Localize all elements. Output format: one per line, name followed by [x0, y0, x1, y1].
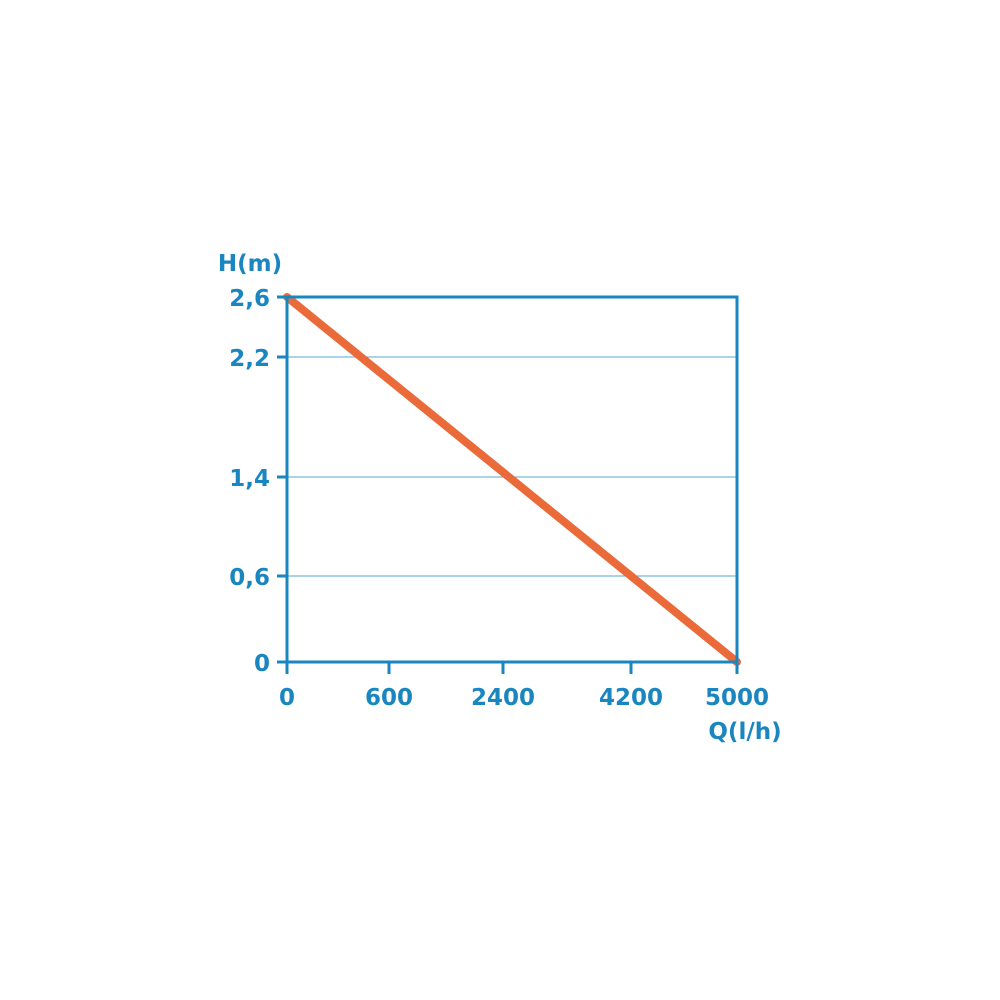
x-tick-labels: 0 600 2400 4200 5000: [279, 685, 769, 711]
series-layer: [283, 293, 741, 666]
y-tick-label: 0: [254, 651, 270, 677]
performance-line: [283, 293, 741, 666]
y-tick-label: 0,6: [229, 565, 270, 591]
plot-frame: [285, 295, 739, 664]
y-tick-label: 1,4: [229, 466, 270, 492]
plot-border: [285, 295, 739, 664]
x-axis-title: Q(l/h): [708, 719, 781, 745]
y-tick-label: 2,6: [229, 286, 270, 312]
y-tick-labels: 0 0,6 1,4 2,2 2,6: [229, 286, 270, 677]
x-tick-label: 2400: [471, 685, 535, 711]
x-tick-label: 5000: [705, 685, 769, 711]
grid-lines: [287, 356, 737, 577]
x-tick-label: 4200: [599, 685, 663, 711]
tick-marks: [277, 295, 739, 674]
y-axis-title: H(m): [218, 251, 282, 277]
x-tick-label: 0: [279, 685, 295, 711]
y-tick-label: 2,2: [229, 346, 270, 372]
x-tick-label: 600: [365, 685, 413, 711]
